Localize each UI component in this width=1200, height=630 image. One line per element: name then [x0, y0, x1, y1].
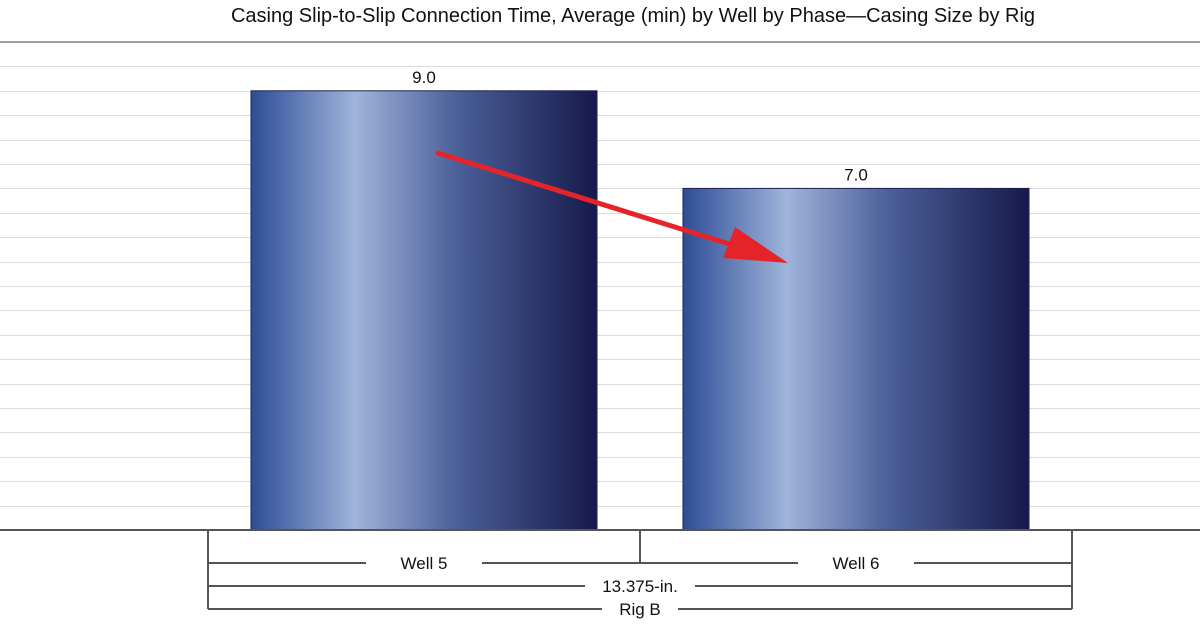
- trend-arrow: [435, 150, 788, 263]
- bar-value-label: 9.0: [412, 68, 436, 87]
- bar-value-label: 7.0: [844, 165, 868, 184]
- arrow-shaft: [435, 150, 745, 251]
- category-axis: Well 5 Well 6 13.375-in. Rig B: [207, 530, 1073, 619]
- chart-title: Casing Slip-to-Slip Connection Time, Ave…: [231, 5, 1035, 27]
- arrow-head: [723, 227, 788, 263]
- value-labels: 9.0 7.0: [412, 68, 868, 185]
- rig-label: Rig B: [619, 600, 661, 619]
- bar: [250, 90, 598, 531]
- category-label: Well 6: [833, 554, 880, 573]
- casing-size-label: 13.375-in.: [602, 577, 678, 596]
- category-label: Well 5: [401, 554, 448, 573]
